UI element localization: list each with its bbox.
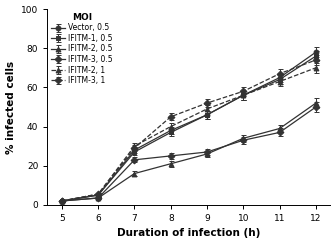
Y-axis label: % infected cells: % infected cells [6,61,15,153]
X-axis label: Duration of infection (h): Duration of infection (h) [117,228,261,238]
Legend: Vector, 0.5, IFITM-1, 0.5, IFITM-2, 0.5, IFITM-3, 0.5, IFITM-2, 1, IFITM-3, 1: Vector, 0.5, IFITM-1, 0.5, IFITM-2, 0.5,… [50,11,114,87]
